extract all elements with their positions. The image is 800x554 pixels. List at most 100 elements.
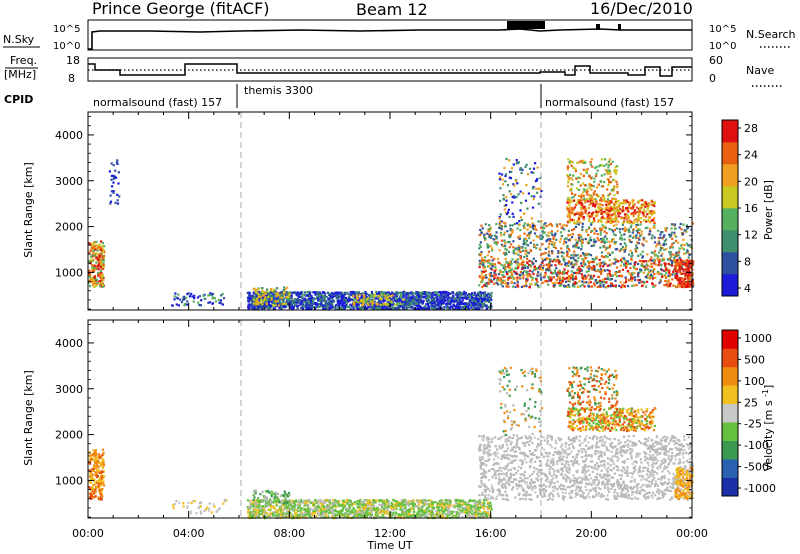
scatter-cell <box>472 300 475 303</box>
scatter-cell <box>588 175 591 178</box>
scatter-cell <box>590 212 594 215</box>
scatter-cell <box>581 252 585 255</box>
scatter-cell <box>538 265 541 268</box>
scatter-cell <box>607 214 610 217</box>
scatter-cell <box>588 253 591 256</box>
scatter-cell <box>220 302 223 305</box>
scatter-cell <box>485 282 488 285</box>
scatter-cell <box>550 279 553 282</box>
scatter-cell <box>510 193 513 196</box>
scatter-cell <box>405 295 408 298</box>
scatter-cell <box>417 294 420 297</box>
scatter-cell <box>603 173 606 176</box>
scatter-cell <box>623 242 626 245</box>
scatter-cell <box>613 179 616 182</box>
scatter-cell <box>540 220 543 223</box>
scatter-cell <box>653 204 656 207</box>
scatter-cell <box>607 178 610 182</box>
scatter-cell <box>351 293 354 296</box>
scatter-cell <box>519 255 522 259</box>
scatter-cell <box>532 228 535 231</box>
scatter-cell <box>353 298 356 302</box>
scatter-cell <box>607 194 610 197</box>
scatter-cell <box>482 292 485 295</box>
scatter-cell <box>656 257 659 260</box>
scatter-cell <box>334 307 337 310</box>
scatter-cell <box>626 221 629 224</box>
scatter-cell <box>398 307 401 310</box>
scatter-cell <box>620 236 623 239</box>
scatter-cell <box>588 196 591 199</box>
scatter-cell <box>684 275 687 278</box>
scatter-cell <box>382 291 385 294</box>
scatter-cell <box>658 261 661 264</box>
scatter-cell <box>474 297 477 300</box>
scatter-cell <box>642 244 645 247</box>
scatter-cell <box>256 297 259 300</box>
scatter-cell <box>600 212 603 215</box>
scatter-cell <box>529 249 532 252</box>
scatter-cell <box>551 250 554 253</box>
scatter-cell <box>643 281 646 284</box>
scatter-cell <box>274 289 277 292</box>
scatter-cell <box>116 199 119 202</box>
scatter-cell <box>498 222 501 225</box>
scatter-cell <box>583 197 586 200</box>
scatter-cell <box>467 302 470 306</box>
scatter-cell <box>573 250 576 253</box>
scatter-cell <box>511 224 514 227</box>
scatter-cell <box>578 216 581 219</box>
scatter-cell <box>642 265 645 268</box>
scatter-cell <box>623 285 626 288</box>
scatter-cell <box>600 280 604 284</box>
scatter-cell <box>434 305 438 308</box>
scatter-cell <box>507 208 510 211</box>
scatter-cell <box>654 276 657 279</box>
scatter-cell <box>651 277 654 280</box>
scatter-cell <box>608 217 611 220</box>
scatter-cell <box>93 264 96 267</box>
scatter-cell <box>298 295 301 298</box>
scatter-cell <box>613 207 616 210</box>
scatter-cell <box>593 227 596 230</box>
scatter-cell <box>93 285 96 288</box>
scatter-cell <box>413 297 416 300</box>
scatter-cell <box>571 266 574 269</box>
scatter-cell <box>388 298 391 302</box>
scatter-cell <box>621 268 625 271</box>
scatter-cell <box>547 246 550 249</box>
scatter-cell <box>300 302 303 305</box>
scatter-cell <box>646 204 649 207</box>
scatter-cell <box>516 283 519 286</box>
scatter-cell <box>109 202 112 205</box>
scatter-cell <box>477 291 480 294</box>
scatter-cell <box>581 277 584 280</box>
scatter-cell <box>604 255 607 258</box>
scatter-cell <box>665 238 668 241</box>
scatter-cell <box>415 291 418 294</box>
scatter-cell <box>366 301 369 304</box>
scatter-cell <box>439 296 442 299</box>
scatter-cell <box>592 204 595 207</box>
scatter-cell <box>524 264 527 267</box>
scatter-cell <box>93 266 96 269</box>
scatter-cell <box>579 285 582 288</box>
scatter-cell <box>393 306 397 310</box>
scatter-cell <box>650 251 653 254</box>
scatter-cell <box>468 294 471 297</box>
scatter-cell <box>568 255 571 259</box>
scatter-cell <box>585 270 588 273</box>
scatter-cell <box>248 306 251 309</box>
scatter-cell <box>566 277 569 280</box>
scatter-cell <box>115 161 118 164</box>
scatter-cell <box>647 220 650 223</box>
freq-label-line2: [MHz] <box>4 68 36 81</box>
scatter-cell <box>663 258 666 261</box>
scatter-cell <box>390 303 393 306</box>
scatter-cell <box>679 222 682 226</box>
scatter-cell <box>610 208 613 211</box>
scatter-cell <box>440 303 443 306</box>
scatter-cell <box>674 239 678 243</box>
scatter-cell <box>88 281 91 284</box>
scatter-cell <box>573 244 576 247</box>
